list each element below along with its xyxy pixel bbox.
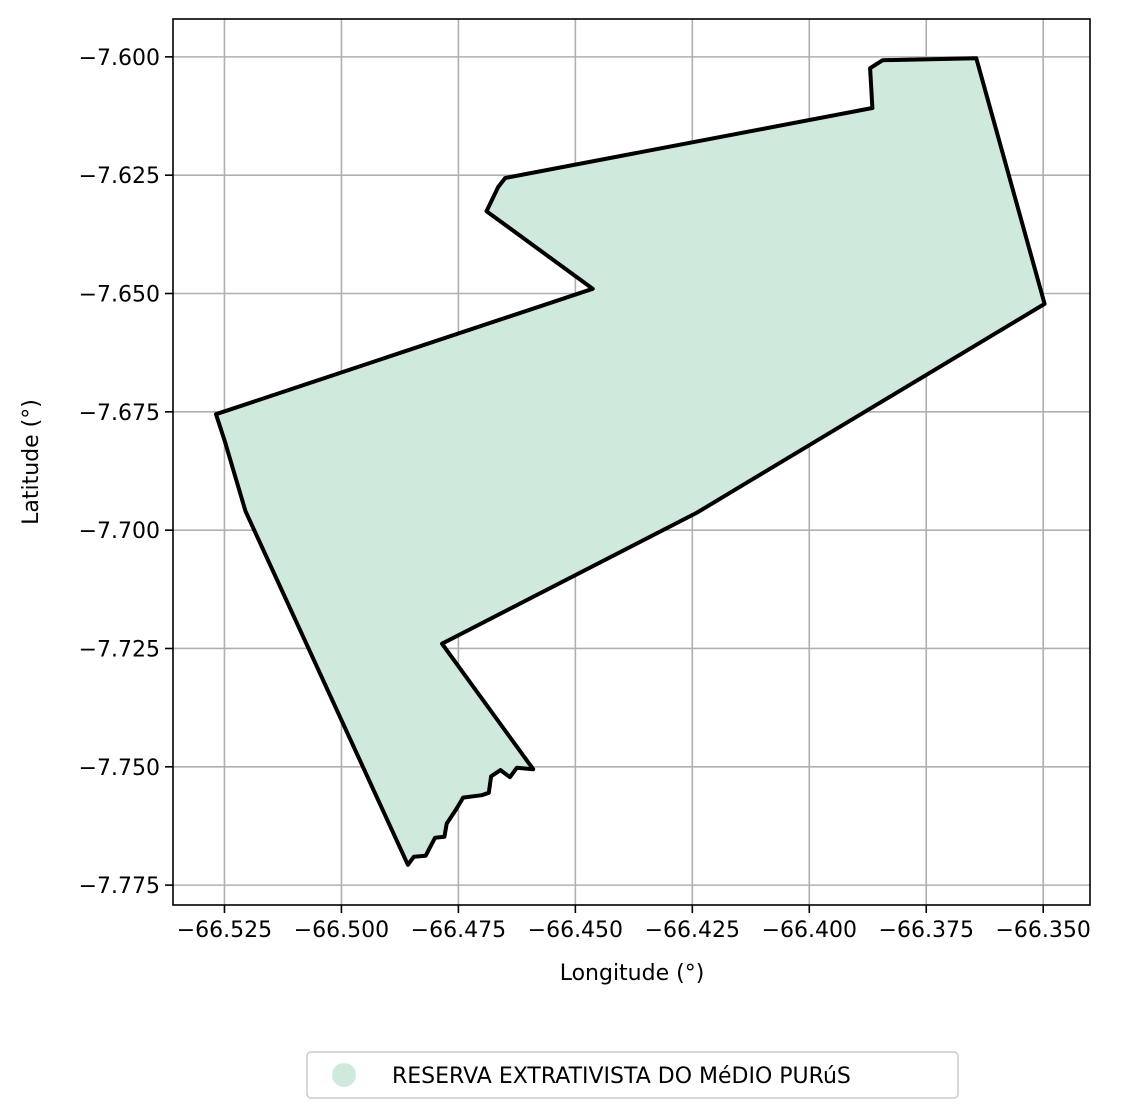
x-tick-label: −66.450 (528, 918, 623, 943)
region-polygon (214, 56, 1047, 867)
legend-box (306, 1051, 959, 1099)
x-tick-label: −66.350 (996, 918, 1091, 943)
y-tick-label: −7.725 (79, 637, 160, 662)
y-axis-label: Latitude (°) (19, 399, 44, 525)
y-tick-label: −7.625 (79, 164, 160, 189)
plot-frame (172, 18, 1091, 906)
y-tick-label: −7.600 (79, 46, 160, 71)
x-tick-label: −66.375 (879, 918, 974, 943)
y-tick-label: −7.675 (79, 401, 160, 426)
y-tick-label: −7.650 (79, 283, 160, 308)
x-tick-label: −66.500 (294, 918, 389, 943)
x-tick-label: −66.525 (177, 918, 272, 943)
x-tick-label: −66.475 (411, 918, 506, 943)
x-tick-label: −66.425 (645, 918, 740, 943)
y-tick-label: −7.750 (79, 756, 160, 781)
legend-marker (332, 1063, 356, 1087)
x-axis-label: Longitude (°) (560, 961, 705, 986)
y-tick-label: −7.700 (79, 519, 160, 544)
x-tick-label: −66.400 (762, 918, 857, 943)
legend-label: RESERVA EXTRATIVISTA DO MéDIO PURúS (392, 1064, 851, 1089)
x-ticks: −66.525 −66.500 −66.475 −66.450 −66.425 −66.4… (177, 905, 1091, 943)
y-tick-label: −7.775 (79, 874, 160, 899)
y-ticks: −7.600 −7.625 −7.650 −7.675 −7.700 −7.725 −7.7… (79, 46, 173, 899)
legend: RESERVA EXTRATIVISTA DO MéDIO PURúS (306, 1051, 959, 1099)
